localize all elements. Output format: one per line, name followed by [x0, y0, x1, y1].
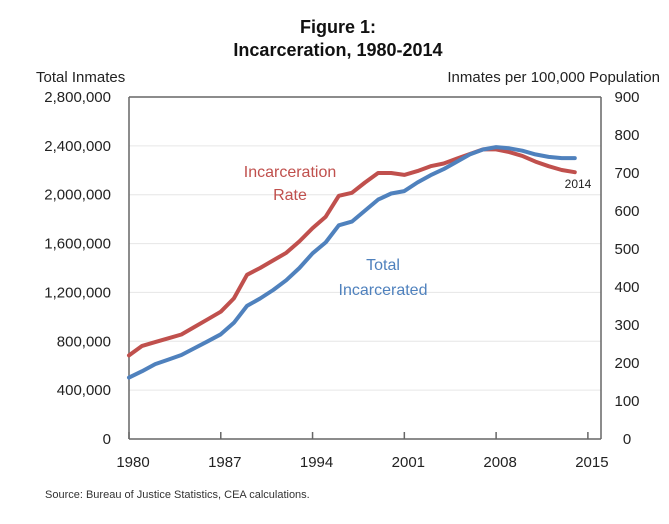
left-y-tick-label: 1,200,000 [44, 284, 111, 301]
left-y-tick-label: 1,600,000 [44, 236, 111, 253]
right-y-tick-label: 900 [614, 89, 639, 106]
end-year-annotation: 2014 [565, 177, 592, 191]
left-y-tick-label: 2,800,000 [44, 89, 111, 106]
left-y-tick-label: 400,000 [57, 382, 111, 399]
left-y-tick-label: 2,400,000 [44, 138, 111, 155]
right-y-tick-label: 0 [623, 431, 631, 448]
x-tick-label: 1987 [208, 454, 241, 471]
right-y-tick-label: 600 [614, 203, 639, 220]
x-tick-label: 2008 [483, 454, 516, 471]
right-y-tick-label: 300 [614, 317, 639, 334]
right-y-tick-label: 800 [614, 127, 639, 144]
x-tick-label: 2015 [575, 454, 608, 471]
source-note: Source: Bureau of Justice Statistics, CE… [45, 489, 310, 501]
right-y-tick-label: 500 [614, 241, 639, 258]
right-y-tick-label: 200 [614, 355, 639, 372]
left-y-tick-label: 2,000,000 [44, 187, 111, 204]
rate-annotation-line1: Incarceration [244, 164, 337, 181]
series-line-total-incarcerated [127, 145, 577, 380]
chart-subtitle: Incarceration, 1980-2014 [233, 40, 442, 60]
chart-title: Figure 1: [300, 17, 376, 37]
series-line-incarceration-rate [127, 147, 577, 358]
total-annotation-line2: Incarcerated [339, 282, 428, 299]
total-annotation-line1: Total [366, 257, 400, 274]
left-y-tick-label: 0 [103, 431, 111, 448]
left-axis-label: Total Inmates [36, 69, 125, 86]
x-tick-label: 1994 [300, 454, 333, 471]
right-y-tick-label: 100 [614, 393, 639, 410]
x-tick-label: 2001 [392, 454, 425, 471]
rate-annotation-line2: Rate [273, 187, 307, 204]
left-y-tick-label: 800,000 [57, 333, 111, 350]
right-axis-label: Inmates per 100,000 Population [447, 69, 660, 86]
right-y-tick-label: 700 [614, 165, 639, 182]
right-y-tick-label: 400 [614, 279, 639, 296]
x-tick-label: 1980 [116, 454, 149, 471]
